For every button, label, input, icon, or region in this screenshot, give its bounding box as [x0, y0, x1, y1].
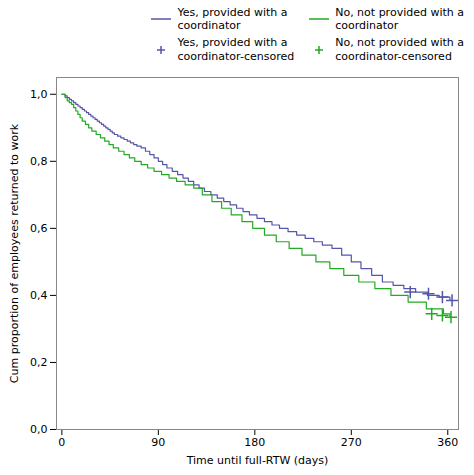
html-text:No, not provided with a coordi: No, not provided with a coordinator	[335, 6, 464, 33]
svg-text:90: 90	[151, 436, 165, 449]
svg-text:1,0: 1,0	[30, 88, 48, 101]
html-text:No, not provided with a coordi: No, not provided with a coordinator-cens…	[335, 36, 464, 63]
svg-text:0,0: 0,0	[30, 423, 48, 436]
svg-text:270: 270	[341, 436, 362, 449]
svg-text:Cum proportion of employees re: Cum proportion of employees returned to …	[8, 123, 21, 383]
html-text:Yes, provided with a coordinat: Yes, provided with a coordinator-censore…	[177, 36, 295, 63]
svg-text:0: 0	[58, 436, 65, 449]
svg-text:0,8: 0,8	[30, 155, 48, 168]
svg-text:0,2: 0,2	[30, 356, 48, 369]
svg-text:Time until full-RTW (days): Time until full-RTW (days)	[186, 453, 329, 466]
svg-text:180: 180	[244, 436, 265, 449]
svg-text:0,4: 0,4	[30, 289, 48, 302]
svg-text:360: 360	[437, 436, 458, 449]
svg-text:0,6: 0,6	[30, 222, 48, 235]
html-text:Yes, provided with a coordinat: Yes, provided with a coordinator	[177, 6, 288, 33]
